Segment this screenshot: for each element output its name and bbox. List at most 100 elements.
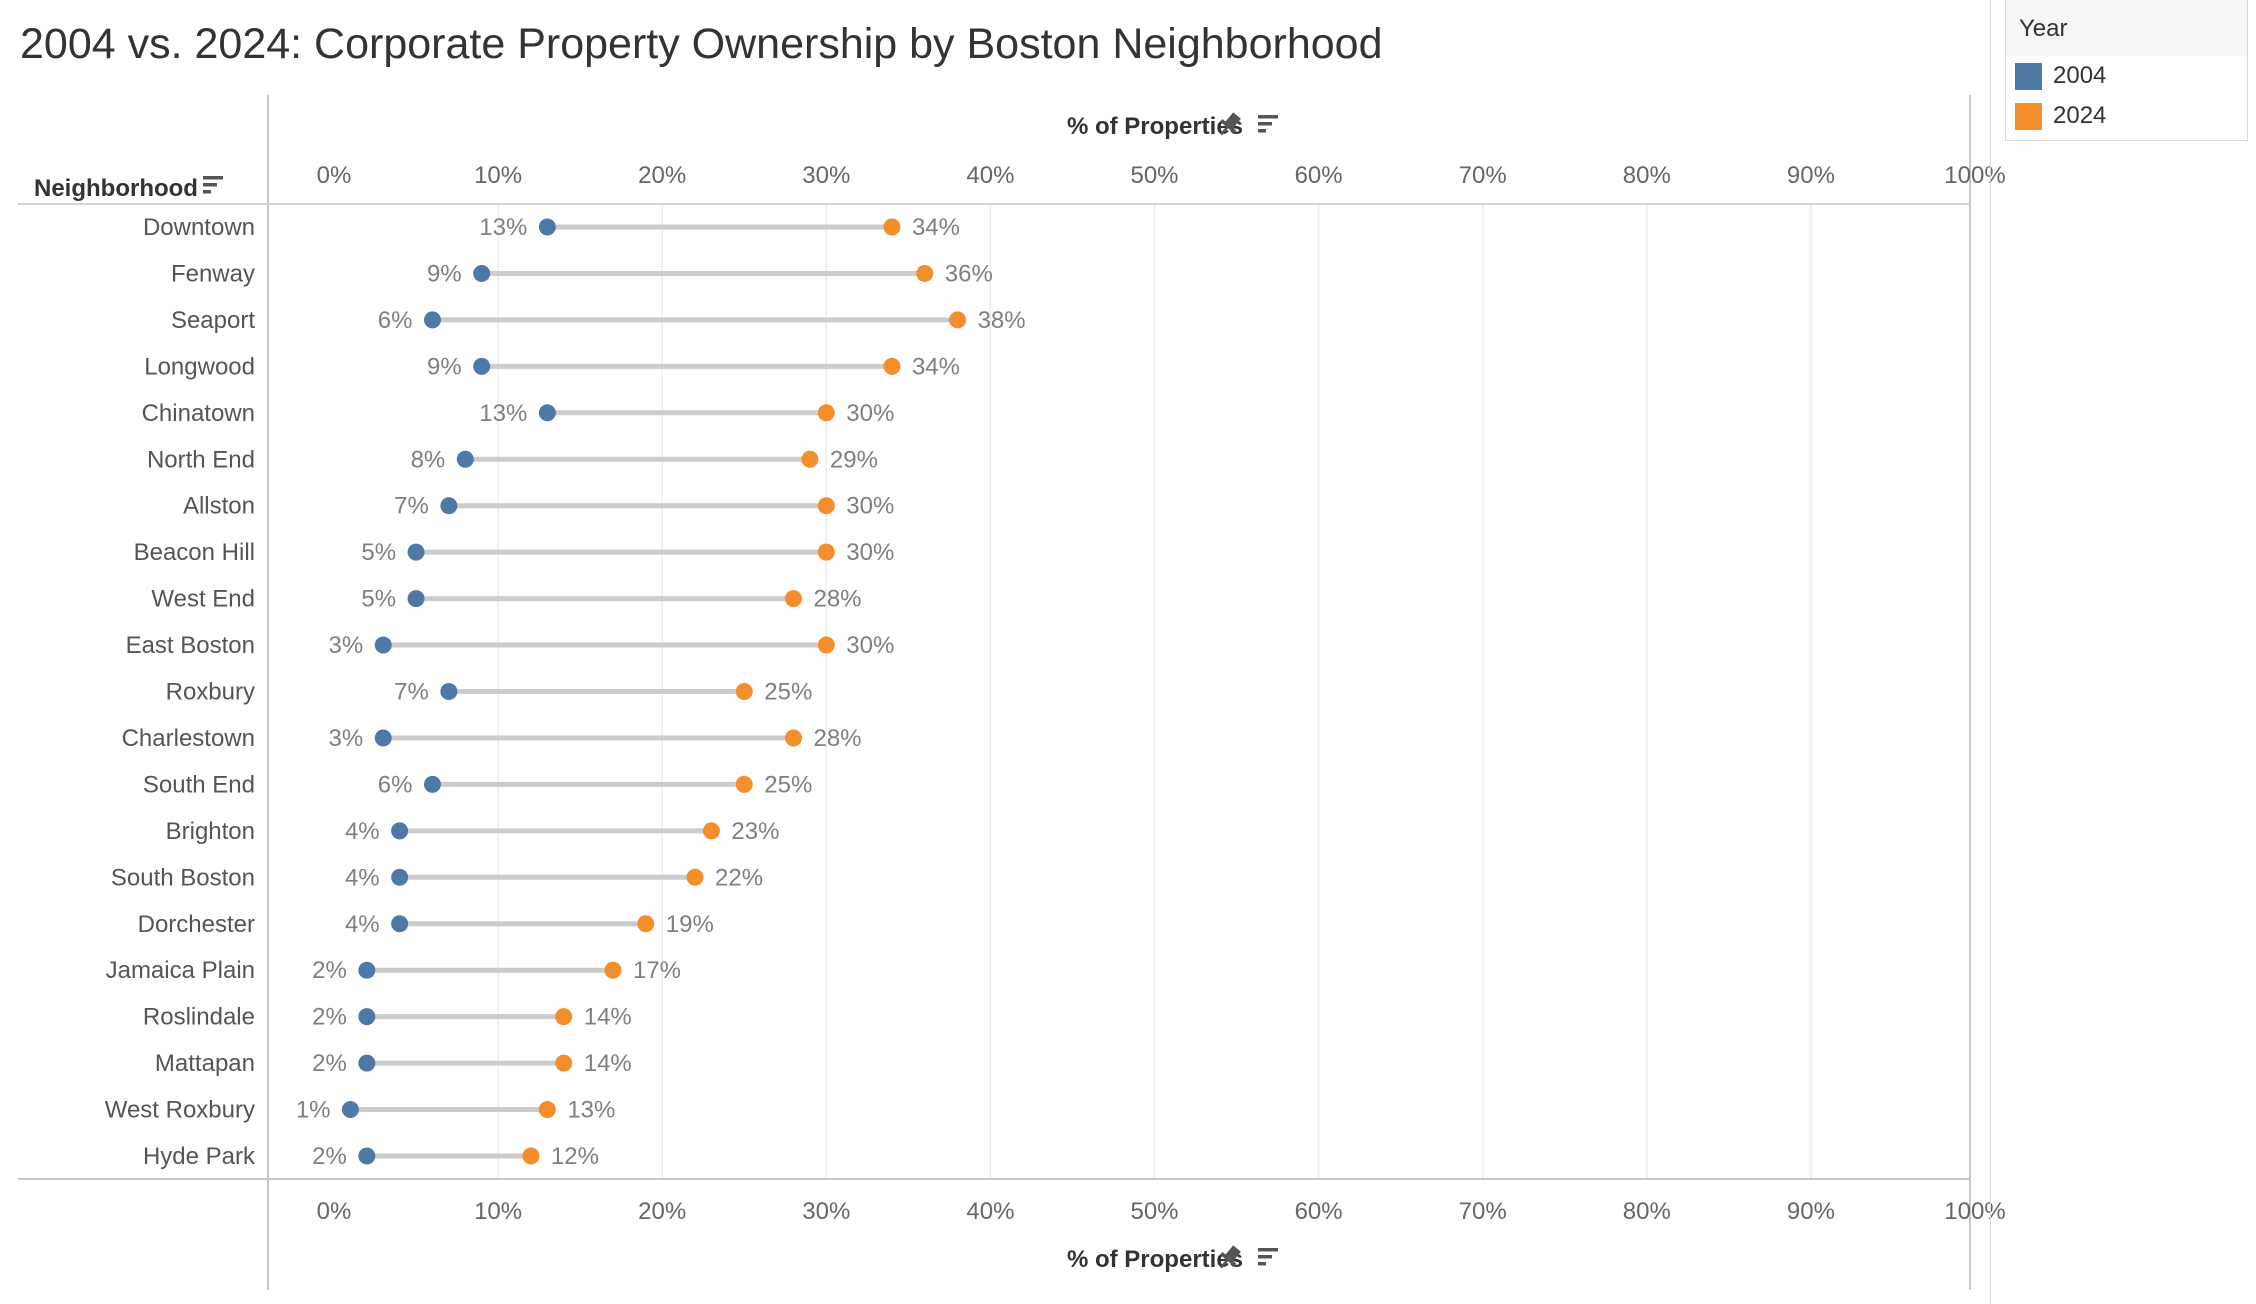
data-label-2024: 25% [764,679,812,706]
dumbbell-row: 8% 29% [411,446,878,473]
legend-swatch-2004 [2015,62,2042,90]
point-2024 [637,915,655,933]
neighborhood-label: Roxbury [166,679,255,706]
x-axis-title-top: % of Properties [1067,113,1243,140]
data-label-2024: 34% [912,353,960,380]
data-label-2024: 17% [633,957,681,984]
neighborhood-label: South Boston [111,864,255,891]
point-2004 [374,636,392,654]
x-tick-label-bottom: 40% [966,1198,1014,1225]
dumbbell-marks: 13% 34% 9% 36% 6% 38% 9% 34% 13% 30% 8% 29% 7% 30% 5% 3… [296,214,1026,1170]
x-tick-label-top: 10% [474,162,522,189]
legend-label-2024: 2024 [2053,102,2107,129]
neighborhood-label: Longwood [144,353,255,380]
dumbbell-row: 1% 13% [296,1097,616,1124]
point-2024 [817,404,835,422]
point-2004 [374,729,392,747]
dumbbell-row: 9% 34% [427,353,960,380]
point-2004 [391,915,409,933]
point-2024 [735,775,753,793]
x-tick-label-bottom: 20% [638,1198,686,1225]
point-2024 [784,590,802,608]
x-tick-label-top: 80% [1623,162,1671,189]
point-2004 [473,264,491,282]
data-label-2024: 19% [666,911,714,938]
pin-body [1225,1245,1241,1261]
x-tick-label-top: 100% [1944,162,2005,189]
legend-label-2004: 2004 [2053,62,2107,89]
dumbbell-row: 4% 22% [345,864,763,891]
point-2024 [555,1054,573,1072]
neighborhood-label: Mattapan [155,1050,255,1077]
point-2004 [407,543,425,561]
x-tick-label-top: 60% [1295,162,1343,189]
sort-bar [1258,129,1266,133]
point-2004 [423,311,441,329]
x-tick-label-top: 90% [1787,162,1835,189]
sort-bar [203,190,211,194]
data-label-2024: 30% [846,539,894,566]
sort-icon [1258,115,1278,133]
x-tick-label-bottom: 80% [1623,1198,1671,1225]
x-tick-label-bottom: 10% [474,1198,522,1225]
data-label-2024: 29% [830,446,878,473]
data-label-2004: 4% [345,911,380,938]
data-label-2024: 25% [764,771,812,798]
data-label-2024: 34% [912,214,960,241]
data-label-2024: 12% [551,1143,599,1170]
point-2004 [423,775,441,793]
neighborhood-label: East Boston [126,632,255,659]
dumbbell-row: 2% 17% [312,957,681,984]
sort-icon [203,176,223,194]
dumbbell-row: 3% 30% [329,632,895,659]
x-tick-label-bottom: 100% [1944,1198,2005,1225]
x-tick-label-bottom: 50% [1130,1198,1178,1225]
x-axis-bottom: 0% 10% 20% 30% 40% 50% 60% 70% 80% 90% 100% % of Pr… [317,1198,2006,1273]
data-label-2004: 3% [329,725,364,752]
dumbbell-row: 13% 34% [479,214,960,241]
data-label-2024: 28% [813,725,861,752]
x-tick-label-bottom: 0% [317,1198,352,1225]
data-label-2024: 30% [846,400,894,427]
data-label-2004: 2% [312,1143,347,1170]
neighborhood-label: Dorchester [138,911,255,938]
neighborhood-label: South End [143,771,255,798]
x-tick-label-top: 30% [802,162,850,189]
point-2024 [916,264,934,282]
data-label-2004: 9% [427,353,462,380]
x-tick-label-top: 0% [317,162,352,189]
legend-item-2004[interactable]: 2004 [2006,56,2247,96]
neighborhood-label: Roslindale [143,1004,255,1031]
pin-body [1225,112,1241,128]
neighborhood-label: Allston [183,493,255,520]
point-2004 [407,590,425,608]
data-label-2024: 23% [731,818,779,845]
sort-bar [203,176,223,180]
x-axis-title-bottom: % of Properties [1067,1246,1243,1273]
data-label-2004: 3% [329,632,364,659]
data-label-2004: 5% [361,539,396,566]
pin-needle [1220,126,1229,136]
x-tick-label-top: 70% [1459,162,1507,189]
point-2024 [801,450,819,468]
dumbbell-row: 2% 14% [312,1050,632,1077]
data-label-2024: 14% [584,1004,632,1031]
point-2004 [440,683,458,700]
legend-item-2024[interactable]: 2024 [2006,96,2247,136]
dumbbell-row: 4% 23% [345,818,780,845]
point-2004 [538,404,556,422]
dumbbell-row: 3% 28% [329,725,862,752]
point-2004 [358,1054,376,1072]
data-label-2024: 13% [567,1097,615,1124]
data-label-2004: 9% [427,260,462,287]
data-label-2024: 22% [715,864,763,891]
point-2004 [440,497,458,515]
chart-title: 2004 vs. 2024: Corporate Property Owners… [20,20,1383,68]
sort-bar [1258,1255,1272,1259]
point-2004 [391,822,409,840]
sort-bar [203,183,217,187]
x-tick-label-bottom: 60% [1295,1198,1343,1225]
point-2024 [555,1008,573,1026]
point-2004 [358,961,376,979]
